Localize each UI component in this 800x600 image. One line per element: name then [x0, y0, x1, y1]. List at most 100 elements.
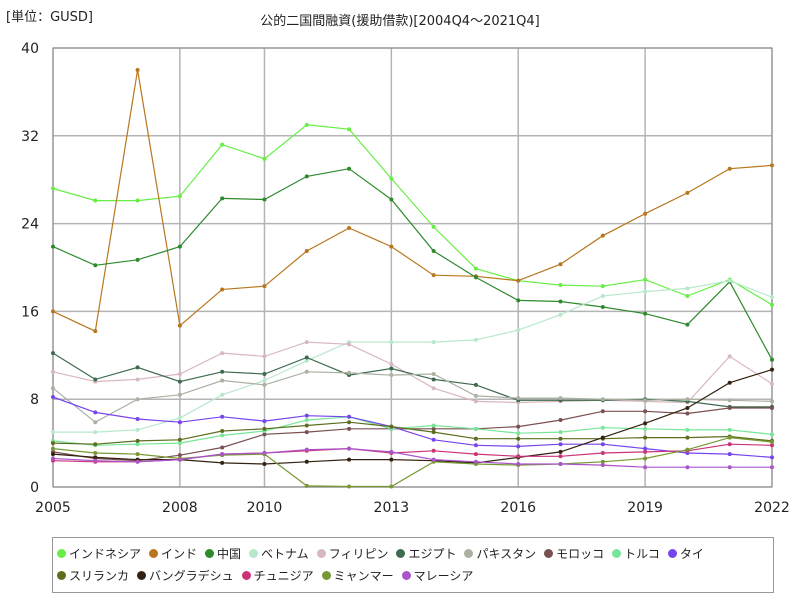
- data-point: [135, 377, 140, 382]
- data-point: [727, 405, 732, 410]
- data-point: [558, 262, 563, 267]
- data-point: [51, 452, 55, 457]
- legend: インドネシア インド 中国 ベトナム フィリピン エジプト パキスタン モロッコ トルコ タイ スリ…: [52, 537, 774, 593]
- data-point: [643, 465, 648, 470]
- legend-swatch: [205, 548, 215, 558]
- legend-swatch: [612, 548, 622, 558]
- data-point: [93, 263, 98, 268]
- series-line: [52, 396, 773, 458]
- data-point: [431, 273, 436, 278]
- data-point: [347, 225, 352, 230]
- data-point: [220, 452, 225, 457]
- data-point: [177, 457, 182, 462]
- legend-label: インドネシア: [69, 546, 142, 561]
- data-point: [262, 284, 267, 289]
- data-point: [389, 244, 394, 249]
- data-point: [431, 426, 436, 431]
- data-point: [727, 354, 732, 359]
- data-point: [643, 277, 648, 282]
- data-point: [431, 249, 436, 254]
- data-point: [304, 430, 309, 435]
- legend-label: チュニジア: [253, 568, 314, 583]
- data-point: [516, 431, 521, 436]
- data-point: [304, 483, 309, 488]
- data-point: [600, 294, 605, 299]
- data-point: [304, 358, 309, 363]
- data-point: [304, 418, 309, 423]
- data-point: [600, 284, 605, 289]
- data-point: [770, 399, 774, 404]
- data-point: [558, 299, 563, 304]
- data-point: [389, 484, 394, 489]
- series-line: [52, 369, 773, 465]
- data-point: [643, 449, 648, 454]
- data-point: [262, 419, 267, 424]
- data-point: [177, 392, 182, 397]
- data-point: [177, 194, 182, 199]
- data-point: [220, 142, 225, 147]
- data-point: [262, 197, 267, 202]
- data-point: [600, 305, 605, 310]
- data-point: [473, 426, 478, 431]
- data-point: [347, 484, 352, 489]
- data-point: [93, 442, 98, 447]
- legend-swatch: [396, 548, 406, 558]
- legend-swatch: [149, 548, 159, 558]
- data-point: [262, 426, 267, 431]
- x-tick-label: 2013: [374, 500, 410, 516]
- data-point: [177, 441, 182, 446]
- data-point: [262, 156, 267, 161]
- data-point: [685, 405, 690, 410]
- data-point: [516, 328, 521, 333]
- legend-label: モロッコ: [556, 546, 605, 561]
- data-point: [347, 370, 352, 375]
- data-point: [600, 425, 605, 430]
- data-point: [727, 465, 732, 470]
- data-point: [727, 380, 732, 385]
- legend-label: マレーシア: [413, 568, 474, 583]
- data-point: [770, 357, 774, 362]
- data-point: [135, 198, 140, 203]
- data-point: [558, 312, 563, 317]
- data-point: [51, 186, 55, 191]
- data-point: [685, 465, 690, 470]
- data-point: [347, 446, 352, 451]
- data-point: [558, 442, 563, 447]
- y-tick-label: 8: [30, 392, 39, 408]
- data-point: [51, 430, 55, 435]
- data-point: [220, 429, 225, 434]
- series-line: [52, 371, 773, 423]
- data-point: [558, 461, 563, 466]
- data-point: [51, 446, 55, 451]
- legend-label: エジプト: [408, 546, 457, 561]
- data-point: [177, 371, 182, 376]
- data-point: [135, 416, 140, 421]
- data-point: [643, 409, 648, 414]
- series-3: [51, 278, 774, 435]
- data-point: [727, 398, 732, 403]
- data-point: [262, 354, 267, 359]
- data-point: [770, 163, 774, 168]
- data-point: [643, 456, 648, 461]
- legend-item: エジプト: [396, 542, 456, 564]
- data-point: [770, 302, 774, 307]
- data-point: [516, 278, 521, 283]
- data-point: [93, 455, 98, 460]
- data-point: [177, 437, 182, 442]
- data-point: [304, 423, 309, 428]
- data-point: [685, 190, 690, 195]
- data-point: [770, 440, 774, 445]
- data-point: [643, 446, 648, 451]
- plot-frame: [52, 47, 773, 488]
- legend-swatch: [316, 548, 326, 558]
- data-point: [51, 386, 55, 391]
- data-point: [685, 397, 690, 402]
- data-point: [262, 382, 267, 387]
- legend-swatch: [401, 570, 411, 580]
- data-point: [643, 211, 648, 216]
- plot-border: [52, 47, 773, 488]
- data-point: [220, 351, 225, 356]
- data-point: [135, 365, 140, 370]
- data-point: [135, 438, 140, 443]
- data-point: [304, 122, 309, 127]
